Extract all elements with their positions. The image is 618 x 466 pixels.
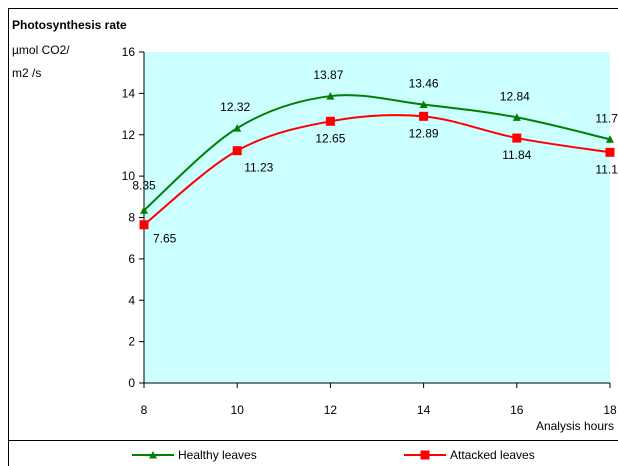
x-tick-label: 8 [141,403,148,417]
data-point [606,135,614,143]
data-point [605,147,615,157]
series-line [143,114,611,226]
series-healthy-leaves: 8.35 12.32 13.87 13.46 12.84 11.78 [132,68,618,214]
data-point [233,124,242,132]
data-label: 8.35 [132,178,156,192]
series-layer: 8.35 12.32 13.87 13.46 12.84 11.78 7.65 11.23 12… [132,68,618,246]
x-axis-label: Analysis hours [536,419,614,433]
legend-item: Healthy leaves [132,448,257,462]
data-point [512,113,521,121]
data-label: 12.65 [315,131,345,145]
data-point [232,146,242,156]
data-label: 12.89 [409,126,439,140]
y-axis-label-line2: m2 /s [12,66,41,80]
data-label: 13.87 [313,68,343,82]
series-line [143,94,611,212]
legend-divider [8,440,618,441]
y-tick-label: 0 [128,376,135,390]
y-axis-label-line1: µmol CO2/ [12,43,70,57]
x-tick-label: 10 [231,403,245,417]
x-axis: 8 10 12 14 16 18 [141,382,617,417]
y-tick-label: 4 [128,293,135,307]
legend-label: Attacked leaves [450,448,535,462]
y-tick-label: 12 [122,128,136,142]
y-tick-label: 8 [128,211,135,225]
data-point [325,116,335,126]
legend-label: Healthy leaves [178,448,257,462]
data-label: 12.84 [500,89,530,103]
data-point [326,92,335,100]
legend: Healthy leaves Attacked leaves [132,448,535,462]
y-tick-label: 16 [122,45,136,59]
x-tick-label: 18 [603,403,617,417]
series-attacked-leaves: 7.65 11.23 12.65 12.89 11.84 11.15 [139,111,618,246]
data-label: 7.65 [153,232,177,246]
data-point [139,220,149,230]
data-point [419,100,428,109]
y-tick-label: 14 [122,86,136,100]
legend-marker [149,451,157,459]
x-tick-label: 12 [324,403,338,417]
y-tick-label: 10 [122,169,136,183]
y-tick-label: 2 [128,335,135,349]
data-point [419,111,429,121]
chart-title: Photosynthesis rate [12,18,127,32]
plot-area [144,52,610,383]
data-label: 12.32 [220,100,250,114]
legend-item: Attacked leaves [404,448,535,462]
data-label: 11.84 [502,148,531,162]
legend-marker [420,450,430,460]
x-tick-label: 14 [417,403,431,417]
chart-frame [8,8,618,466]
data-label: 11.23 [244,161,273,175]
data-point [140,206,148,214]
data-point [512,133,522,143]
y-axis: 0 2 4 6 8 10 12 14 16 [122,45,145,390]
y-tick-label: 6 [128,252,135,266]
data-label: 11.78 [595,111,618,125]
data-label: 11.15 [595,162,618,176]
x-tick-label: 16 [510,403,524,417]
data-label: 13.46 [409,77,439,91]
